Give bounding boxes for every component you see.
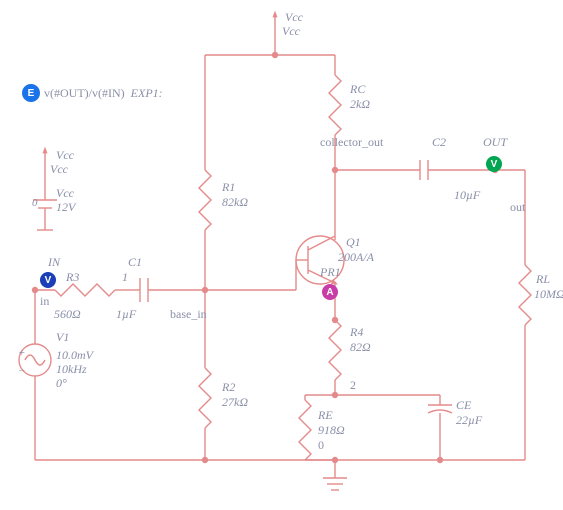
probe-current-icon: A: [322, 284, 338, 300]
net-in-lower: in: [40, 294, 49, 309]
re-name: RE: [318, 408, 333, 423]
c1-name: C1: [128, 255, 142, 270]
svg-text:+: +: [18, 347, 25, 359]
svg-text:−: −: [18, 365, 25, 377]
net-out-upper: OUT: [483, 135, 507, 150]
schematic-canvas: 0: [0, 0, 563, 510]
vcc-top-rail-label: Vcc: [282, 24, 300, 39]
c2-name: C2: [432, 135, 446, 150]
q1-value: 200A/A: [338, 250, 374, 265]
r2-value: 27kΩ: [222, 395, 248, 410]
ce-name: CE: [456, 398, 471, 413]
r4-value: 82Ω: [350, 340, 371, 355]
r1-value: 82kΩ: [222, 195, 248, 210]
c2-value: 10µF: [454, 188, 480, 203]
r4-pin: 2: [350, 378, 356, 393]
v1-amp: 10.0mV: [56, 348, 93, 363]
rl-name: RL: [536, 272, 550, 287]
v1-freq: 10kHz: [56, 362, 87, 377]
r4-name: R4: [350, 325, 363, 340]
r2-name: R2: [222, 380, 235, 395]
probe-voltage-out-icon: V: [486, 156, 502, 172]
re-value: 918Ω: [318, 423, 345, 438]
expression-label: v(#OUT)/v(#IN) EXP1:: [44, 86, 163, 101]
expression-badge: E: [22, 84, 40, 102]
v1-name: V1: [56, 330, 69, 345]
net-out-lower: out: [510, 200, 525, 215]
rc-value: 2kΩ: [350, 97, 370, 112]
vcc-left-arrow-label: Vcc: [56, 148, 74, 163]
probe-voltage-in-icon: V: [40, 272, 56, 288]
pr1-name: PR1: [320, 265, 341, 280]
r3-value: 560Ω: [54, 307, 81, 322]
net-collector-out: collector_out: [320, 135, 383, 150]
svg-text:0: 0: [32, 197, 38, 209]
re-pin: 0: [318, 438, 324, 453]
vcc-source-name: Vcc: [56, 186, 74, 201]
net-in-upper: IN: [48, 255, 60, 270]
rl-value: 10MΩ: [534, 287, 563, 302]
r1-name: R1: [222, 180, 235, 195]
vcc-source-value: 12V: [56, 200, 75, 215]
q1-name: Q1: [346, 235, 361, 250]
ce-value: 22µF: [456, 413, 482, 428]
rc-name: RC: [350, 82, 365, 97]
net-base-in: base_in: [170, 307, 207, 322]
r3-pin: 1: [122, 270, 128, 285]
v1-phase: 0°: [56, 376, 67, 391]
r3-name: R3: [66, 270, 79, 285]
vcc-top-arrow-label: Vcc: [285, 10, 303, 25]
vcc-left-rail-label: Vcc: [50, 162, 68, 177]
c1-value: 1µF: [116, 307, 136, 322]
